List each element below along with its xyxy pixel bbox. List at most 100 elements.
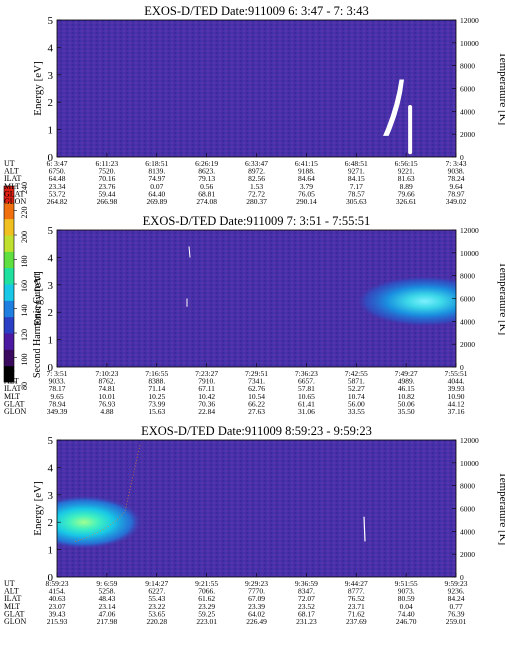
y-tick-label: 5 bbox=[48, 225, 54, 237]
orbit-value: 40.63 bbox=[49, 594, 66, 603]
y-tick-label: 3 bbox=[48, 490, 54, 502]
colorbar-cell bbox=[4, 186, 14, 203]
orbit-value: 6:18:51 bbox=[145, 159, 168, 168]
colorbar-cell bbox=[4, 202, 14, 220]
y2-tick-label: 4000 bbox=[460, 527, 475, 536]
panel-3: EXOS-D/TED Date:911009 8:59:23 - 9:59:23… bbox=[4, 424, 505, 626]
y-tick-label: 0 bbox=[48, 152, 54, 164]
row-label-glat: GLAT bbox=[4, 189, 25, 198]
orbit-value: 6:56:15 bbox=[395, 159, 418, 168]
row-label-mlt: MLT bbox=[4, 392, 20, 401]
orbit-value: 23.29 bbox=[198, 602, 215, 611]
orbit-value: 70.36 bbox=[198, 399, 215, 408]
orbit-value: 3.79 bbox=[300, 182, 313, 191]
row-label-glat: GLAT bbox=[4, 399, 25, 408]
colorbar-tick-label: 240 bbox=[20, 182, 29, 194]
y2-axis-label: Temperature [K] bbox=[497, 472, 505, 545]
orbit-value: 48.43 bbox=[98, 594, 115, 603]
y2-axis-label: Temperature [K] bbox=[497, 262, 505, 335]
colorbar-tick-label: 220 bbox=[20, 207, 29, 219]
orbit-value: 64.48 bbox=[49, 174, 66, 183]
orbit-value: 8139. bbox=[148, 167, 165, 176]
orbit-value: 61.41 bbox=[298, 399, 315, 408]
orbit-value: 6:48:51 bbox=[345, 159, 368, 168]
orbit-value: 74.40 bbox=[398, 609, 415, 618]
y-tick-label: 0 bbox=[48, 362, 54, 374]
orbit-value: 9236. bbox=[448, 587, 465, 596]
orbit-value: 280.37 bbox=[246, 197, 267, 206]
orbit-value: 78.97 bbox=[448, 189, 465, 198]
orbit-value: 47.06 bbox=[98, 609, 115, 618]
y2-tick-label: 0 bbox=[460, 153, 464, 162]
y-tick-label: 2 bbox=[48, 307, 54, 319]
orbit-value: 76.52 bbox=[348, 594, 365, 603]
orbit-value: 349.39 bbox=[47, 407, 68, 416]
orbit-value: 305.63 bbox=[346, 197, 367, 206]
y-tick-label: 4 bbox=[48, 42, 54, 54]
panel-1: EXOS-D/TED Date:911009 6: 3:47 - 7: 3:43… bbox=[4, 4, 505, 206]
orbit-value: 6750. bbox=[49, 167, 66, 176]
orbit-value: 76.93 bbox=[98, 399, 115, 408]
colorbar-label: Second Harmonic Current bbox=[32, 273, 43, 378]
orbit-value: 269.89 bbox=[146, 197, 167, 206]
orbit-value: 9:29:23 bbox=[245, 579, 268, 588]
orbit-value: 9033. bbox=[49, 377, 66, 386]
colorbar-cell bbox=[4, 316, 14, 334]
orbit-value: 84.24 bbox=[448, 594, 465, 603]
row-label-ilat: ILAT bbox=[4, 384, 21, 393]
y-tick-label: 5 bbox=[48, 15, 54, 27]
y-tick-label: 3 bbox=[48, 70, 54, 82]
colorbar-tick-label: 80 bbox=[20, 382, 29, 390]
orbit-value: 64.02 bbox=[248, 609, 265, 618]
orbit-value: 78.94 bbox=[49, 399, 66, 408]
y2-tick-label: 12000 bbox=[460, 436, 479, 445]
row-label-alt: ALT bbox=[4, 377, 19, 386]
orbit-value: 73.99 bbox=[148, 399, 165, 408]
panel-title: EXOS-D/TED Date:911009 8:59:23 - 9:59:23 bbox=[141, 424, 372, 438]
orbit-value: 68.17 bbox=[298, 609, 315, 618]
orbit-value: 23.07 bbox=[49, 602, 66, 611]
orbit-value: 9: 6:59 bbox=[96, 579, 117, 588]
orbit-value: 61.62 bbox=[198, 594, 215, 603]
orbit-value: 84.64 bbox=[298, 174, 315, 183]
orbit-value: 231.23 bbox=[296, 617, 317, 626]
saturated-streak bbox=[188, 246, 191, 258]
orbit-value: 72.07 bbox=[298, 594, 315, 603]
orbit-value: 7:29:51 bbox=[245, 369, 268, 378]
y2-tick-label: 8000 bbox=[460, 62, 475, 71]
y2-tick-label: 0 bbox=[460, 573, 464, 582]
orbit-value: 82.56 bbox=[248, 174, 265, 183]
orbit-value: 6: 3:47 bbox=[46, 159, 67, 168]
orbit-value: 59.44 bbox=[98, 189, 115, 198]
orbit-value: 7:16:55 bbox=[145, 369, 168, 378]
orbit-value: 44.12 bbox=[448, 399, 465, 408]
orbit-value: 326.61 bbox=[396, 197, 417, 206]
orbit-value: 23.34 bbox=[49, 182, 66, 191]
orbit-value: 9221. bbox=[398, 167, 415, 176]
y2-tick-label: 4000 bbox=[460, 317, 475, 326]
orbit-value: 6:26:19 bbox=[195, 159, 218, 168]
orbit-value: 55.43 bbox=[148, 594, 165, 603]
orbit-value: 79.13 bbox=[198, 174, 215, 183]
row-label-ilat: ILAT bbox=[4, 174, 21, 183]
orbit-value: 53.72 bbox=[49, 189, 66, 198]
panel-title: EXOS-D/TED Date:911009 7: 3:51 - 7:55:51 bbox=[143, 214, 371, 228]
orbit-value: 7:42:55 bbox=[345, 369, 368, 378]
orbit-value: 8972. bbox=[248, 167, 265, 176]
colorbar: 80 100 120 140 160 180 200 220 240 Second Harmon… bbox=[3, 182, 43, 390]
y-tick-label: 0 bbox=[48, 572, 54, 584]
colorbar-cell bbox=[4, 300, 14, 318]
orbit-value: 0.77 bbox=[449, 602, 462, 611]
orbit-value: 37.16 bbox=[448, 407, 465, 416]
orbit-value: 23.71 bbox=[348, 602, 365, 611]
orbit-value: 7: 3:43 bbox=[445, 159, 466, 168]
orbit-value: 10.01 bbox=[98, 392, 115, 401]
colorbar-cell bbox=[4, 267, 14, 285]
row-label-ilat: ILAT bbox=[4, 594, 21, 603]
y-axis-label: Energy [eV] bbox=[32, 271, 44, 325]
orbit-value: 7:10:23 bbox=[95, 369, 118, 378]
y2-tick-label: 2000 bbox=[460, 340, 475, 349]
colorbar-ticks: 80 100 120 140 160 180 200 220 240 bbox=[14, 182, 29, 390]
orbit-value: 66.22 bbox=[248, 399, 265, 408]
colorbar-cells bbox=[4, 186, 14, 383]
